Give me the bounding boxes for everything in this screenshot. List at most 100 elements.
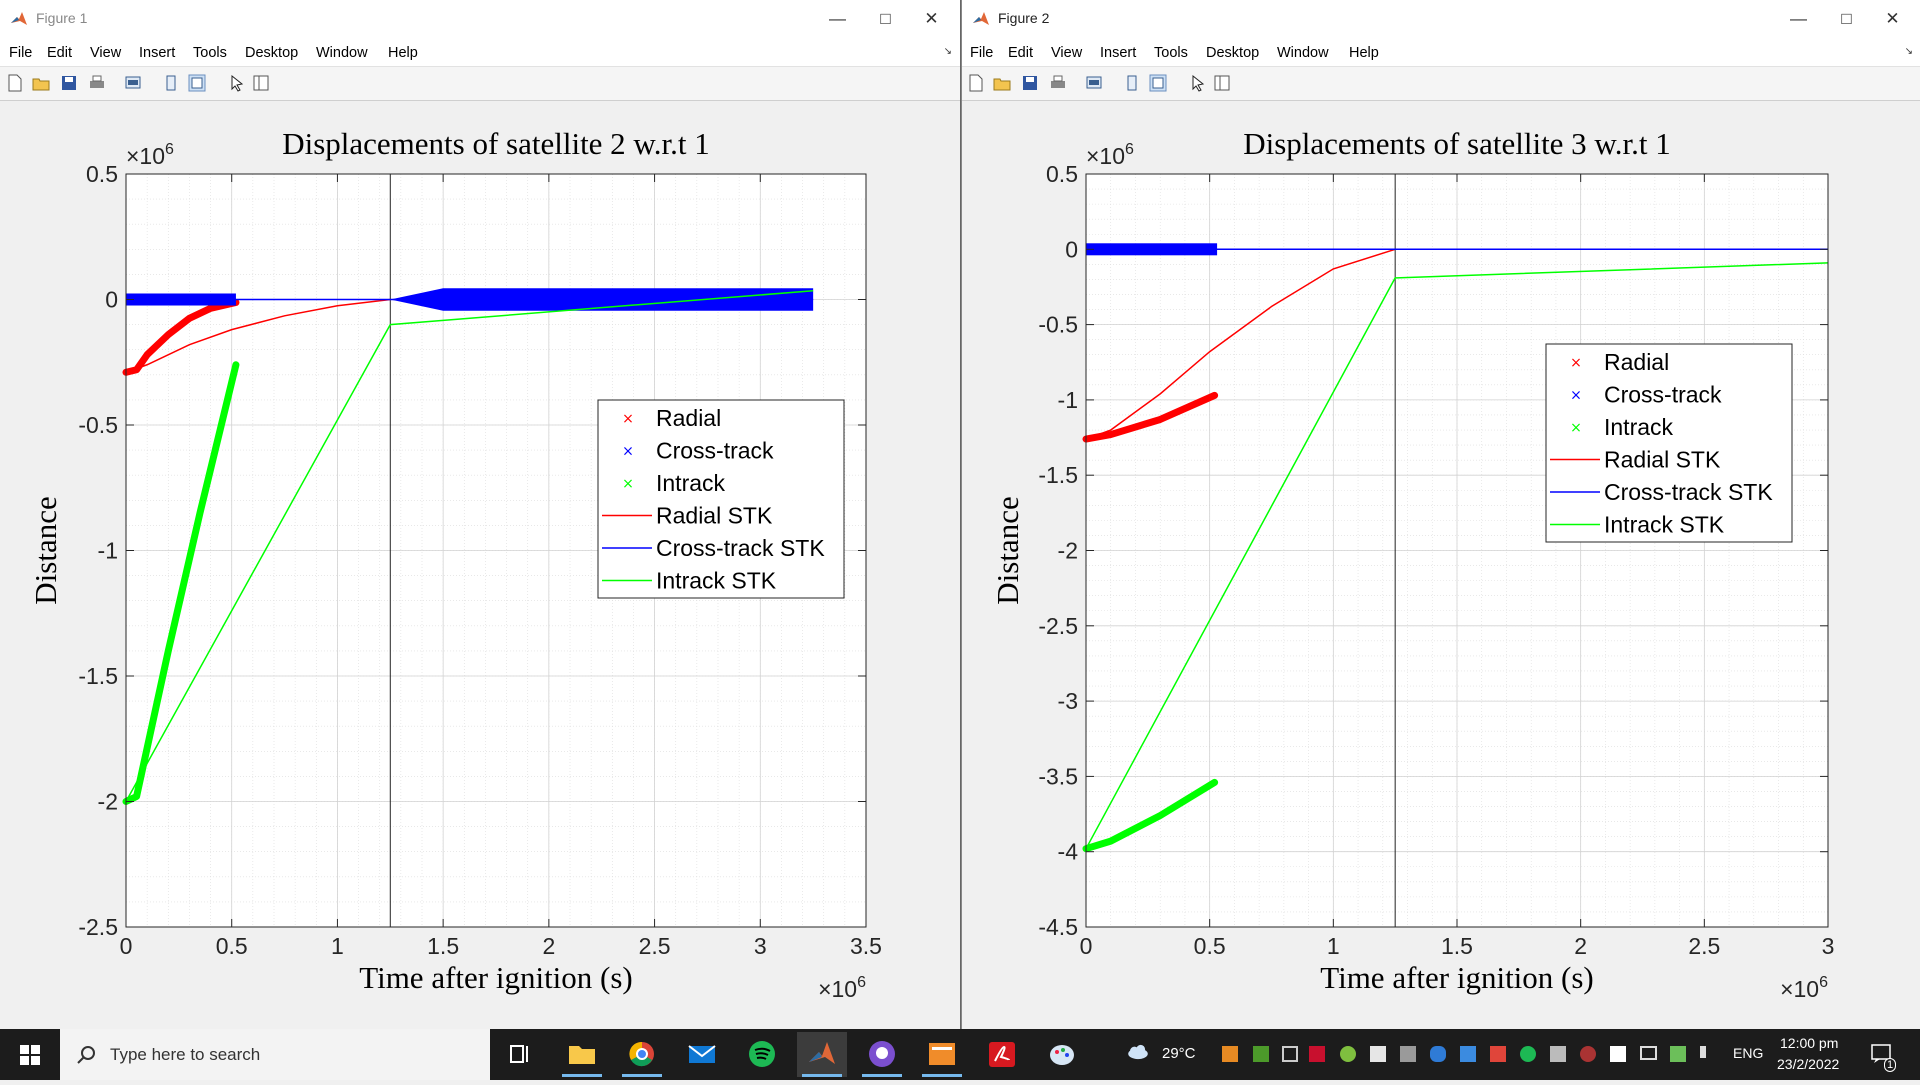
edit-pointer-icon[interactable] [1189, 74, 1207, 92]
input-language[interactable]: ENG [1733, 1045, 1764, 1061]
spotify-tray-icon[interactable] [1520, 1046, 1536, 1062]
link-plot-icon[interactable] [124, 74, 142, 92]
menu-tools[interactable]: Tools [193, 45, 227, 61]
security-shield-icon[interactable] [1610, 1046, 1626, 1062]
new-figure-icon[interactable] [6, 74, 24, 92]
onedrive-icon[interactable] [1460, 1046, 1476, 1062]
series-markers [122, 299, 240, 376]
plot-area[interactable]: 0 0.5 1 1.5 2 2.5 3 3.50.50-0.5-1-1.5-2-2.5×106… [0, 100, 960, 1028]
colorbar-icon[interactable] [162, 74, 180, 92]
tray-app-icon[interactable] [1550, 1046, 1566, 1062]
menu-window[interactable]: Window [316, 45, 368, 61]
minimize-button[interactable]: — [829, 9, 846, 28]
title-bar[interactable]: Figure 1 — □ ✕ [0, 0, 960, 38]
menu-desktop[interactable]: Desktop [245, 45, 299, 61]
menu-help[interactable]: Help [1349, 45, 1379, 61]
legend-label: Radial [1604, 349, 1669, 375]
legend-icon[interactable] [1149, 74, 1167, 92]
taskbar-acrobat[interactable] [977, 1032, 1027, 1077]
menu-edit[interactable]: Edit [1008, 45, 1033, 61]
tray-app-icon[interactable] [1309, 1046, 1325, 1062]
property-inspector-icon[interactable] [252, 74, 270, 92]
close-button[interactable]: ✕ [1885, 9, 1900, 28]
menu-window[interactable]: Window [1277, 45, 1329, 61]
maximize-button[interactable]: □ [880, 9, 891, 28]
weather-cloud-icon[interactable] [1125, 1044, 1151, 1060]
tray-app-icon[interactable] [1580, 1046, 1596, 1062]
legend-icon[interactable] [188, 74, 206, 92]
task-view-button[interactable] [495, 1032, 545, 1077]
taskbar-paint[interactable] [1037, 1032, 1087, 1077]
title-bar[interactable]: Figure 2 — □ ✕ [962, 0, 1920, 38]
menu-help[interactable]: Help [388, 45, 418, 61]
taskbar-file-explorer[interactable] [557, 1032, 607, 1077]
notification-icon[interactable] [1870, 1042, 1894, 1066]
tray-app-icon[interactable] [1222, 1046, 1238, 1062]
paint-icon [1050, 1045, 1074, 1065]
taskbar-github[interactable] [857, 1032, 907, 1077]
x-tick-label: 0 [1080, 933, 1093, 959]
volume-icon[interactable] [1700, 1046, 1714, 1058]
slack-icon[interactable] [1400, 1046, 1416, 1062]
menu-file[interactable]: File [9, 45, 33, 61]
plot-area[interactable]: 0 0.5 1 1.5 2 2.5 3 0.5 0 -0.5 -1 -1.5 -2 -2.5 -3 -3.5 -… [962, 100, 1920, 1028]
open-file-icon[interactable] [993, 74, 1011, 92]
open-file-icon[interactable] [32, 74, 50, 92]
camera-icon[interactable] [1282, 1046, 1298, 1062]
menu-insert[interactable]: Insert [1100, 45, 1137, 61]
minimize-button[interactable]: — [1790, 9, 1807, 28]
y-tick-label: 0 [105, 287, 118, 313]
x-exponent-power: 6 [857, 974, 866, 991]
edit-pointer-icon[interactable] [228, 74, 246, 92]
menu-view[interactable]: View [90, 45, 122, 61]
menu-edit[interactable]: Edit [47, 45, 72, 61]
tray-app-icon[interactable] [1370, 1046, 1386, 1062]
property-inspector-icon[interactable] [1213, 74, 1231, 92]
y-axis-label: Distance [990, 496, 1025, 604]
menu-view[interactable]: View [1051, 45, 1083, 61]
taskbar-chrome[interactable] [617, 1032, 667, 1077]
taskbar-matlab[interactable] [797, 1032, 847, 1077]
menu-tools[interactable]: Tools [1154, 45, 1188, 61]
menu-bar: File Edit View Insert Tools Desktop Wind… [962, 38, 1920, 66]
clock-time[interactable]: 12:00 pm [1780, 1035, 1839, 1051]
save-icon[interactable] [1021, 74, 1039, 92]
weather-temperature[interactable]: 29°C [1162, 1045, 1196, 1062]
tray-app-icon[interactable] [1670, 1046, 1686, 1062]
link-plot-icon[interactable] [1085, 74, 1103, 92]
dock-arrow-icon[interactable]: ↘ [943, 46, 952, 57]
network-icon[interactable] [1640, 1046, 1657, 1060]
menu-file[interactable]: File [970, 45, 994, 61]
x-tick-label: 0 [120, 933, 133, 959]
nvidia-icon[interactable] [1253, 1046, 1269, 1062]
new-figure-icon[interactable] [967, 74, 985, 92]
search-box[interactable]: Type here to search [60, 1029, 490, 1080]
save-icon[interactable] [60, 74, 78, 92]
tray-app-icon[interactable] [1340, 1046, 1356, 1062]
taskbar-spotify[interactable] [737, 1032, 787, 1077]
series-markers [122, 361, 240, 805]
clock-date[interactable]: 23/2/2022 [1777, 1056, 1840, 1072]
start-button[interactable] [0, 1029, 60, 1080]
legend-marker: × [622, 444, 634, 460]
legend-label: Radial STK [1604, 447, 1721, 473]
bluetooth-icon[interactable] [1430, 1046, 1446, 1062]
dock-arrow-icon[interactable]: ↘ [1904, 46, 1913, 57]
print-icon[interactable] [1049, 74, 1067, 92]
legend-label: Cross-track [1604, 382, 1722, 408]
colorbar-icon[interactable] [1123, 74, 1141, 92]
print-icon[interactable] [88, 74, 106, 92]
close-button[interactable]: ✕ [924, 9, 939, 28]
legend: × Radial × Cross-track × Intrack Radial STK Cro… [597, 399, 845, 599]
series-line [125, 298, 391, 373]
tray-app-icon[interactable] [1490, 1046, 1506, 1062]
taskbar-sublime[interactable] [917, 1032, 967, 1077]
figure-window-1: Figure 1 — □ ✕ File Edit View Insert Too… [0, 0, 961, 1029]
maximize-button[interactable]: □ [1841, 9, 1852, 28]
y-tick-label: -2 [98, 789, 118, 815]
x-tick-label: 2 [542, 933, 555, 959]
taskbar-mail[interactable] [677, 1032, 727, 1077]
menu-insert[interactable]: Insert [139, 45, 176, 61]
menu-desktop[interactable]: Desktop [1206, 45, 1260, 61]
x-tick-label: 2.5 [639, 933, 671, 959]
